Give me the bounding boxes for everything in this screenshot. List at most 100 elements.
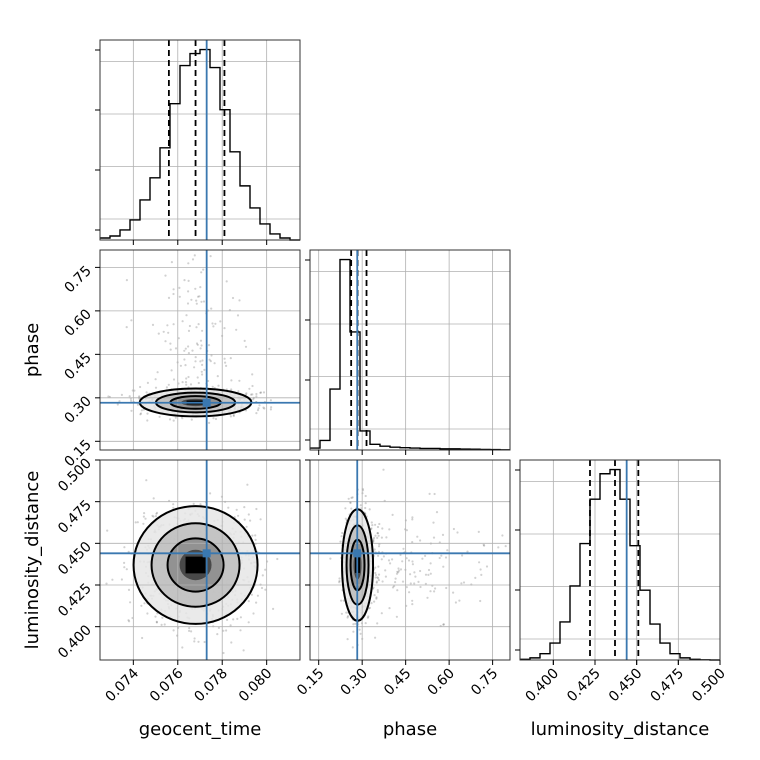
sample-point <box>155 620 158 624</box>
sample-point <box>193 254 196 257</box>
xtick-label-phase-1: 0.30 <box>338 666 371 699</box>
xtick-label-geocent_time-1: 0.076 <box>147 665 187 705</box>
sample-point <box>193 640 196 643</box>
xtick-label-geocent_time-0: 0.074 <box>102 665 142 705</box>
sample-point <box>197 381 200 385</box>
sample-point <box>264 568 267 571</box>
sample-point <box>202 268 205 271</box>
sample-point <box>375 580 378 583</box>
sample-point <box>190 418 193 421</box>
sample-point <box>209 492 212 495</box>
ytick-label-phase-3: 0.60 <box>61 306 94 339</box>
sample-point <box>139 412 143 415</box>
sample-point <box>214 322 217 325</box>
sample-point <box>378 522 381 526</box>
sample-point <box>199 347 202 350</box>
sample-point <box>374 534 377 537</box>
sample-point <box>178 286 181 289</box>
sample-point <box>411 560 414 563</box>
sample-point <box>187 352 190 355</box>
sample-point <box>251 384 254 388</box>
sample-point <box>417 580 420 584</box>
sample-point <box>249 519 252 522</box>
sample-point <box>414 575 417 578</box>
sample-point <box>377 534 380 537</box>
sample-point <box>143 511 146 515</box>
sample-point <box>130 399 133 402</box>
sample-point <box>419 539 422 542</box>
sample-point <box>346 616 349 619</box>
sample-point <box>235 328 238 331</box>
sample-point <box>339 540 342 543</box>
panel-frame-diag-0 <box>99 39 301 241</box>
sample-point <box>177 337 180 340</box>
sample-point <box>477 530 480 534</box>
sample-point <box>193 366 196 369</box>
sample-point <box>164 340 167 343</box>
sample-point <box>155 511 159 514</box>
ytick-label-luminosity_distance-0: 0.400 <box>55 622 95 662</box>
sample-point <box>466 550 469 553</box>
sample-point <box>270 406 273 409</box>
sample-point <box>155 621 158 624</box>
sample-point <box>446 549 449 552</box>
sample-point <box>376 525 380 529</box>
sample-point <box>231 296 235 300</box>
sample-point <box>413 582 416 585</box>
sample-point <box>433 492 436 496</box>
sample-point <box>483 544 486 547</box>
density-layer <box>105 254 507 655</box>
sample-point <box>125 279 128 282</box>
sample-point <box>370 527 373 530</box>
sample-point <box>395 572 399 575</box>
sample-point <box>461 554 464 557</box>
sample-point <box>452 527 455 531</box>
sample-point <box>196 376 199 379</box>
sample-point <box>364 506 367 510</box>
sample-point <box>199 339 203 342</box>
sample-point <box>345 611 348 614</box>
sample-point <box>380 536 383 539</box>
sample-point <box>364 502 367 505</box>
sample-point <box>366 616 369 619</box>
sample-point <box>370 602 373 605</box>
sample-point <box>237 390 240 393</box>
sample-point <box>217 626 220 630</box>
sample-point <box>504 545 507 548</box>
sample-point <box>169 342 172 345</box>
sample-point <box>342 599 345 602</box>
sample-point <box>116 403 119 406</box>
sample-point <box>428 492 431 495</box>
sample-point <box>416 535 419 538</box>
sample-point <box>338 579 341 583</box>
sample-point <box>188 324 191 328</box>
sample-point <box>257 407 260 410</box>
sample-point <box>245 525 248 528</box>
xtick-label-luminosity_distance-4: 0.500 <box>689 666 729 706</box>
sample-point <box>397 567 400 570</box>
sample-point <box>200 300 203 303</box>
sample-point <box>340 612 343 615</box>
sample-point <box>456 531 459 534</box>
sample-point <box>373 536 376 540</box>
sample-point <box>166 324 169 327</box>
sample-point <box>374 523 377 526</box>
x-label-luminosity-distance: luminosity_distance <box>531 719 710 740</box>
xtick-label-luminosity_distance-2: 0.450 <box>606 666 646 706</box>
sample-point <box>152 497 155 500</box>
sample-point <box>424 573 428 576</box>
sample-point <box>136 403 139 406</box>
histogram-geocent_time <box>100 48 300 241</box>
sample-point <box>130 409 133 412</box>
sample-point <box>252 398 255 401</box>
sample-point <box>405 586 408 589</box>
sample-point <box>199 503 202 506</box>
sample-point <box>146 419 149 422</box>
xtick-label-geocent_time-3: 0.080 <box>236 666 276 706</box>
sample-point <box>247 513 250 516</box>
sample-point <box>389 562 392 565</box>
sample-point <box>441 533 445 537</box>
sample-point <box>156 371 159 374</box>
sample-point <box>255 412 258 415</box>
sample-point <box>370 521 373 524</box>
